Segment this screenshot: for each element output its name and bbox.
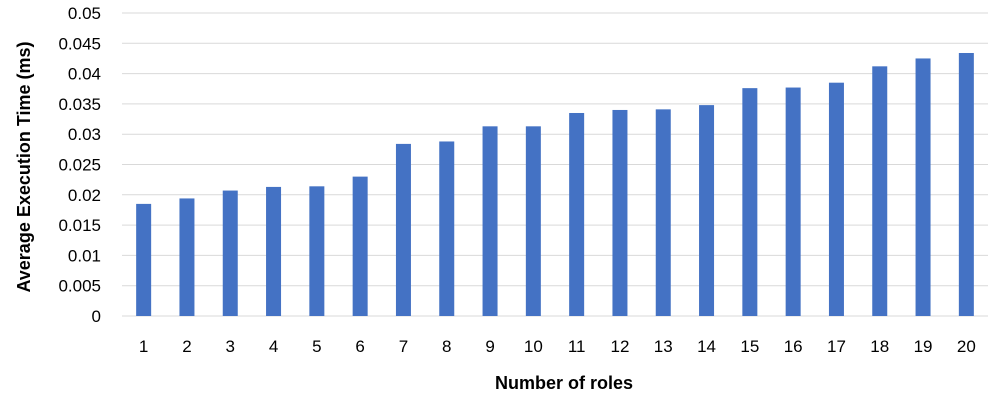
bar xyxy=(828,82,844,316)
x-axis-tick-labels: 1 2 3 4 5 6 7 8 9 10 11 12 13 14 15 16 17 18 19 20 xyxy=(139,337,976,356)
y-tick-label: 0.015 xyxy=(58,216,101,235)
y-tick-label: 0.035 xyxy=(58,95,101,114)
bar xyxy=(958,52,974,316)
bar xyxy=(309,186,325,316)
y-tick-label: 0.01 xyxy=(68,246,101,265)
x-tick-label: 10 xyxy=(524,337,543,356)
bar xyxy=(569,112,585,317)
bar xyxy=(136,203,152,316)
bar xyxy=(222,190,238,316)
x-tick-label: 1 xyxy=(139,337,148,356)
gridlines xyxy=(122,12,988,317)
x-tick-label: 15 xyxy=(740,337,759,356)
y-tick-label: 0.025 xyxy=(58,156,101,175)
x-tick-label: 14 xyxy=(697,337,716,356)
bar xyxy=(699,105,715,316)
bar xyxy=(352,176,368,316)
x-tick-label: 20 xyxy=(957,337,976,356)
x-tick-label: 4 xyxy=(269,337,278,356)
bar xyxy=(612,109,628,317)
y-tick-label: 0.03 xyxy=(68,125,101,144)
x-tick-label: 11 xyxy=(568,337,586,356)
bar xyxy=(872,66,888,316)
x-tick-label: 6 xyxy=(355,337,364,356)
x-tick-label: 7 xyxy=(399,337,408,356)
y-tick-label: 0.02 xyxy=(68,186,101,205)
y-tick-label: 0.005 xyxy=(58,277,101,296)
bar xyxy=(266,186,282,316)
x-tick-label: 8 xyxy=(442,337,451,356)
bar xyxy=(742,88,758,316)
x-tick-label: 19 xyxy=(914,337,933,356)
bar xyxy=(655,109,671,316)
x-tick-label: 17 xyxy=(827,337,846,356)
x-tick-label: 9 xyxy=(485,337,494,356)
x-tick-label: 5 xyxy=(312,337,321,356)
y-tick-label: 0.05 xyxy=(68,4,101,23)
x-tick-label: 16 xyxy=(784,337,803,356)
bar xyxy=(525,126,541,317)
y-tick-label: 0.04 xyxy=(68,65,101,84)
y-tick-label: 0.045 xyxy=(58,34,101,53)
x-tick-label: 12 xyxy=(610,337,629,356)
x-axis-title: Number of roles xyxy=(495,373,633,393)
y-axis-tick-labels: 0 0.005 0.01 0.015 0.02 0.025 0.03 0.035 0.04 0.0… xyxy=(58,4,101,326)
y-axis-title: Average Execution Time (ms) xyxy=(14,41,34,292)
x-tick-label: 2 xyxy=(182,337,191,356)
bar xyxy=(785,87,801,317)
bar xyxy=(179,198,195,316)
bar xyxy=(915,58,931,316)
x-tick-label: 13 xyxy=(654,337,673,356)
bar xyxy=(395,143,411,316)
bar xyxy=(439,141,455,316)
bars xyxy=(136,52,974,317)
x-tick-label: 3 xyxy=(226,337,235,356)
bar xyxy=(482,126,498,317)
x-tick-label: 18 xyxy=(870,337,889,356)
y-tick-label: 0 xyxy=(92,307,101,326)
